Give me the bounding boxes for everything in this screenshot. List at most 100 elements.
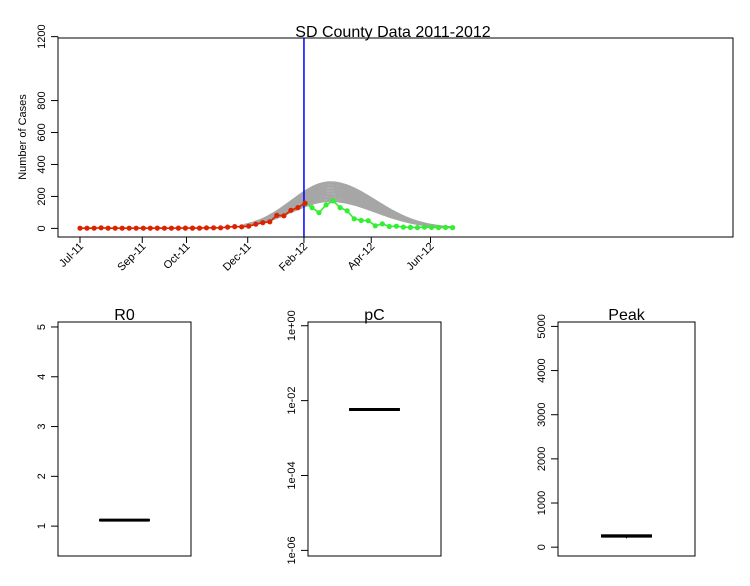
observed-before-forecast-point (288, 207, 294, 213)
observed-before-forecast-point (196, 225, 203, 231)
y-axis: 0 200 400 600 800 1200 (36, 24, 59, 231)
observed-before-forecast-point (77, 225, 83, 231)
pc-title: pC (364, 307, 384, 324)
observed-after-forecast-point (323, 202, 329, 208)
y-tick-label: 600 (36, 123, 48, 141)
simulated-trajectories (243, 181, 455, 229)
x-tick-label: Feb-12 (277, 241, 310, 274)
y-tick-label: 3 (36, 424, 48, 430)
y-tick-label: 1 (36, 523, 48, 529)
observed-before-forecast-point (302, 200, 308, 206)
observed-after-forecast-point (400, 224, 406, 230)
r0-title: R0 (114, 307, 135, 324)
peak-box: 0 1000 2000 3000 4000 5000 (536, 314, 652, 550)
observed-after-forecast-point (316, 210, 322, 216)
observed-before-forecast-point (189, 225, 196, 231)
simulated-trajectory-line (243, 181, 455, 229)
observed-after-forecast-point (393, 223, 399, 229)
x-tick-label: Sep-11 (115, 241, 148, 274)
observed-after-forecast-point (428, 224, 435, 230)
observed-before-forecast-point (91, 225, 97, 231)
y-tick-label: 1e-02 (286, 387, 298, 415)
observed-after-forecast-point (421, 224, 428, 230)
observed-after-forecast-point (414, 225, 420, 231)
time-series-panel: SD County Data 2011-2012 0 200 400 600 800 12… (17, 24, 734, 274)
observed-before-forecast-point (295, 205, 301, 211)
observed-series (77, 198, 456, 231)
y-tick-label: 5000 (536, 314, 548, 338)
y-tick-label: 200 (36, 187, 48, 205)
observed-before-forecast-point (175, 225, 181, 231)
observed-before-forecast-point (232, 224, 238, 230)
observed-before-forecast-point (147, 225, 153, 231)
observed-before-forecast-point (105, 225, 111, 231)
observed-before-forecast-point (225, 224, 231, 230)
observed-after-forecast-point (309, 205, 315, 211)
y-tick-label: 2 (36, 473, 48, 479)
r0-panel: R0 1 2 3 4 5 (36, 307, 192, 557)
y-tick-label: 1e-04 (286, 461, 298, 489)
observed-after-forecast-point (443, 224, 449, 230)
observed-before-forecast-point (126, 225, 132, 231)
y-tick-label: 1200 (36, 24, 48, 48)
x-tick-label: Oct-11 (161, 241, 192, 272)
observed-before-forecast-point (119, 225, 125, 231)
observed-before-forecast-point (260, 220, 266, 226)
observed-after-forecast-point (386, 223, 392, 230)
observed-before-forecast-point (98, 225, 104, 231)
observed-before-forecast-point (203, 225, 210, 231)
observed-before-forecast-point (281, 213, 287, 219)
observed-before-forecast-point (154, 225, 160, 231)
pc-box: 1e-06 1e-04 1e-02 1e+00 (286, 310, 400, 564)
pc-panel: pC 1e-06 1e-04 1e-02 1e+00 (286, 307, 442, 564)
y-tick-label: 4 (36, 374, 48, 380)
x-tick-label: Jun-12 (404, 241, 436, 273)
y-tick-label: 0 (36, 225, 48, 231)
observed-after-forecast-line (304, 199, 453, 229)
observed-before-forecast-point (239, 224, 245, 230)
observed-before-forecast-point (211, 225, 217, 231)
observed-after-forecast-point (365, 218, 371, 224)
peak-title: Peak (608, 307, 645, 324)
observed-after-forecast-point (450, 225, 456, 231)
y-tick-label: 800 (36, 91, 48, 109)
y-axis-title: Number of Cases (17, 94, 29, 180)
observed-after-forecast-point (337, 205, 343, 211)
y-tick-label: 3000 (536, 402, 548, 426)
observed-after-forecast-point (379, 221, 385, 227)
observed-after-forecast-point (358, 217, 364, 223)
y-tick-label: 5 (36, 324, 48, 330)
y-tick-label: 1e+00 (286, 310, 298, 341)
pc-frame (307, 321, 442, 557)
y-tick-label: 2000 (536, 447, 548, 471)
observed-before-forecast-point (182, 225, 188, 231)
peak-frame (557, 321, 696, 557)
observed-before-forecast-point (133, 225, 139, 231)
observed-before-forecast-point (140, 225, 146, 231)
observed-after-forecast-point (435, 225, 442, 231)
y-tick-label: 400 (36, 155, 48, 173)
r0-box: 1 2 3 4 5 (36, 324, 150, 529)
observed-after-forecast-point (330, 198, 336, 204)
observed-before-forecast-point (274, 212, 280, 218)
observed-after-forecast-point (351, 216, 357, 222)
x-axis: Jul-11 Sep-11 Oct-11 Dec-11 Feb-12 Apr-12 Jun-… (57, 236, 437, 274)
observed-before-forecast-point (253, 221, 259, 227)
observed-after-forecast-point (372, 223, 378, 229)
x-tick-label: Dec-11 (221, 241, 254, 274)
plot-frame (57, 37, 734, 238)
observed-after-forecast-point (407, 224, 413, 230)
observed-before-forecast-point (168, 225, 174, 231)
observed-before-forecast-point (84, 225, 90, 231)
y-tick-label: 0 (536, 544, 548, 550)
observed-before-forecast-point (161, 225, 167, 231)
observed-before-forecast-point (246, 223, 252, 229)
y-tick-label: 4000 (536, 358, 548, 382)
observed-after-forecast-point (344, 208, 350, 214)
x-tick-label: Jul-11 (57, 241, 86, 270)
y-tick-label: 1000 (536, 491, 548, 515)
observed-before-forecast-point (112, 225, 118, 231)
peak-panel: Peak 0 1000 2000 3000 4000 5000 (536, 307, 696, 557)
y-tick-label: 1e-06 (286, 536, 298, 564)
